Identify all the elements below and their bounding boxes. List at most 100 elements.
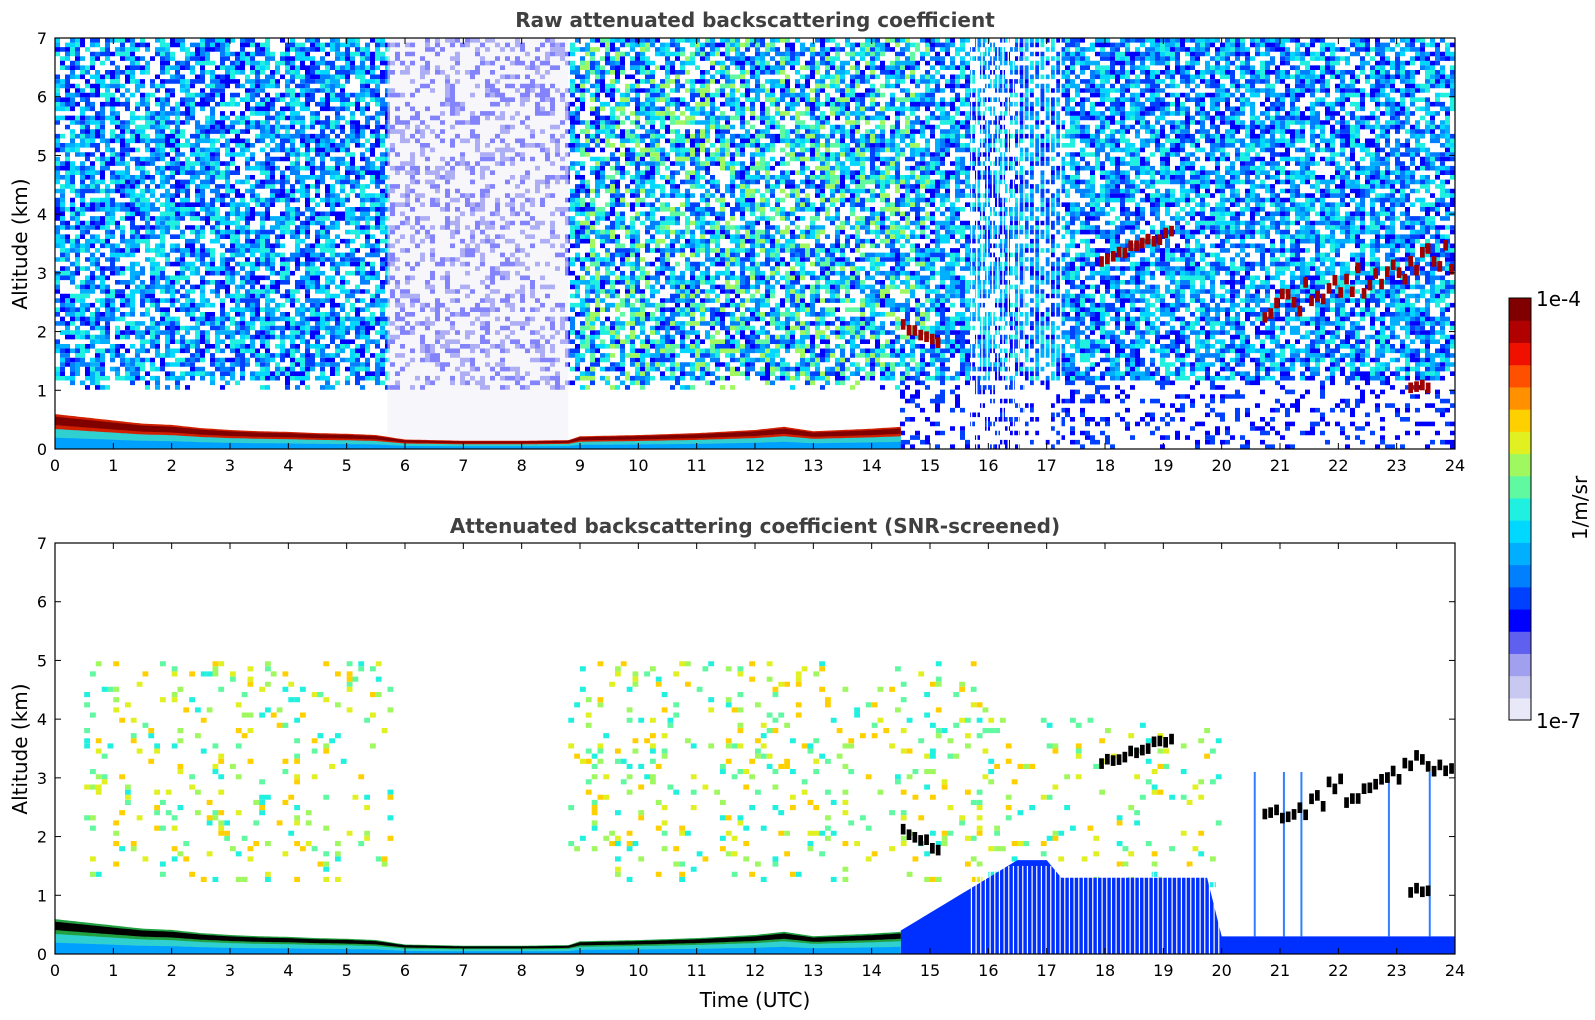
cloud-patch: [1326, 776, 1332, 788]
top-panel-title: Raw attenuated backscattering coefficien…: [515, 8, 995, 32]
cloud-patch: [1420, 754, 1425, 765]
colorbar: 1e-4 1e-7 1/m/sr: [1508, 287, 1592, 733]
cloud-patch: [1099, 758, 1104, 769]
y-tick-label: 1: [37, 886, 47, 905]
cloud-patch: [1449, 763, 1454, 774]
cloud-patch: [1151, 736, 1157, 748]
cloud-patch: [1332, 783, 1338, 795]
cloud-patch: [1414, 750, 1419, 761]
signal-dropout: [1152, 865, 1155, 954]
cloud-patch: [1361, 288, 1367, 299]
colorbar-unit-label: 1/m/sr: [1568, 475, 1592, 540]
cloud-patch: [1320, 293, 1326, 305]
colorbar-step: [1509, 475, 1531, 499]
cloud-patch: [1169, 733, 1174, 745]
boundary-layer-top: [55, 416, 901, 444]
cloud-patch: [935, 337, 941, 348]
cloud-patch: [1303, 277, 1308, 288]
x-tick-label: 11: [686, 456, 706, 475]
signal-dropout: [1031, 865, 1033, 954]
x-tick-label: 5: [342, 961, 352, 980]
cloud-patch: [1425, 885, 1431, 897]
signal-dropout: [1039, 38, 1041, 449]
cloud-patch: [924, 834, 929, 845]
cloud-patch: [1280, 288, 1285, 300]
x-tick-label: 7: [458, 961, 468, 980]
bottom-panel-title: Attenuated backscattering coefficient (S…: [450, 514, 1060, 538]
x-tick-label: 19: [1153, 961, 1173, 980]
y-tick-label: 4: [37, 205, 47, 224]
cloud-patch: [1425, 761, 1431, 772]
top-y-axis: 0 1 2 3 4 5 6 7: [37, 29, 1455, 459]
x-tick-label: 4: [283, 961, 293, 980]
signal-dropout: [984, 865, 987, 954]
cloud-patch: [1315, 790, 1320, 801]
cloud-patch: [1297, 802, 1303, 813]
colorbar-step: [1509, 320, 1531, 344]
cloud-patch: [1122, 247, 1128, 259]
signal-dropout: [1059, 865, 1061, 954]
colorbar-step: [1509, 497, 1531, 521]
colorbar-step: [1509, 631, 1531, 654]
cloud-patch: [1134, 747, 1139, 759]
colorbar-step: [1509, 342, 1531, 366]
y-tick-label: 3: [37, 264, 47, 283]
colorbar-step: [1509, 520, 1531, 543]
cloud-patch: [1320, 801, 1326, 812]
y-tick-label: 5: [37, 146, 47, 165]
signal-dropout: [1194, 865, 1197, 954]
cloud-patch: [1420, 379, 1425, 391]
signal-dropout: [1134, 865, 1136, 954]
signal-dropout: [1050, 865, 1052, 954]
x-tick-label: 9: [575, 456, 585, 475]
colorbar-step: [1509, 542, 1531, 566]
x-tick-label: 8: [517, 456, 527, 475]
x-tick-label: 23: [1386, 961, 1406, 980]
cloud-patch: [1437, 261, 1443, 272]
cloud-patch: [1116, 754, 1122, 765]
x-tick-label: 24: [1445, 961, 1465, 980]
signal-dropout: [970, 38, 973, 449]
cloud-patch: [1326, 283, 1332, 294]
precip-streak: [1282, 771, 1285, 937]
signal-dropout: [1007, 38, 1009, 449]
cloud-patch: [1350, 286, 1355, 298]
x-tick-label: 14: [861, 456, 881, 475]
cloud-patch: [1116, 246, 1122, 258]
cloud-patch: [1414, 882, 1419, 894]
cloud-patch: [1315, 290, 1320, 302]
signal-dropout: [1003, 865, 1005, 954]
low-snr-band: [387, 38, 569, 449]
colorbar-max-label: 1e-4: [1536, 287, 1581, 311]
signal-dropout: [1213, 865, 1215, 954]
cloud-patch: [1110, 755, 1116, 766]
precip-streak: [1428, 771, 1431, 937]
x-tick-label: 19: [1153, 456, 1173, 475]
bottom-y-axis: 0 1 2 3 4 5 6 7: [37, 534, 1455, 964]
signal-dropout: [1101, 865, 1103, 954]
x-tick-label: 15: [920, 456, 940, 475]
screened-signal: [90, 661, 1216, 898]
cloud-patch: [1425, 382, 1431, 394]
cloud-patch: [1309, 793, 1314, 805]
cloud-patch: [1385, 772, 1390, 783]
y-tick-label: 2: [37, 828, 47, 847]
cloud-patch: [1344, 273, 1349, 285]
precip-streak: [1253, 771, 1256, 937]
colorbar-step: [1509, 564, 1531, 588]
cloud-patch: [1285, 289, 1291, 300]
precip-streak: [1300, 771, 1303, 937]
bottom-x-axis: 0 1 2 3 4 5 6 7 8 9 10 11 12 13 14 15 16 17 18 19 20 21 22 23 24: [50, 543, 1465, 980]
signal-dropout: [1082, 865, 1085, 954]
cloud-patch: [1402, 273, 1408, 285]
signal-dropout: [1054, 865, 1057, 954]
cloud-patch: [1408, 255, 1413, 267]
cloud-patch: [1396, 267, 1402, 278]
signal-dropout: [1054, 38, 1057, 449]
signal-dropout: [1180, 865, 1183, 954]
signal-dropout: [998, 865, 1001, 954]
x-tick-label: 4: [283, 456, 293, 475]
colorbar-step: [1509, 298, 1531, 321]
signal-dropout: [1018, 38, 1020, 449]
